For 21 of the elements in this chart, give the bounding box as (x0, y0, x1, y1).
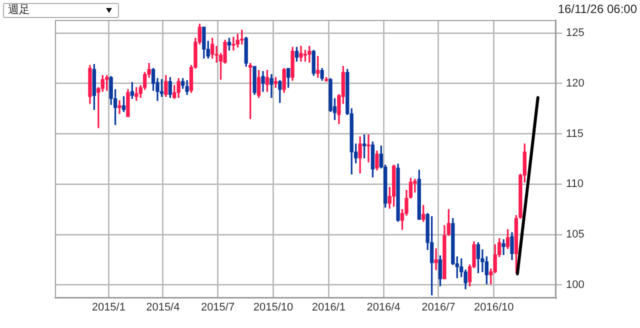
x-tick-label: 2015/7 (200, 302, 235, 314)
x-tick-label: 2015/1 (92, 302, 126, 314)
y-tick-label: 120 (566, 77, 584, 90)
y-tick-label: 105 (566, 228, 584, 241)
dropdown: 週足 (3, 3, 119, 18)
x-tick-label: 2016/1 (312, 302, 346, 314)
candlestick (434, 248, 438, 270)
candlestick (502, 239, 506, 256)
candlestick (118, 100, 122, 114)
y-tick-label: 115 (566, 128, 584, 140)
y-tick-label: 125 (566, 27, 584, 40)
x-tick-label: 2015/10 (253, 302, 294, 314)
x-tick-label: 2016/7 (422, 302, 456, 314)
candlestick (232, 36, 236, 51)
x-tick-label: 2016/4 (366, 302, 400, 314)
candlestick (366, 134, 370, 162)
x-tick-label: 2016/10 (474, 302, 514, 314)
y-tick-label: 110 (566, 178, 584, 190)
y-tick-label: 100 (566, 278, 584, 291)
x-tick-label: 2015/4 (146, 302, 180, 314)
text: 16/11/26 06:00 (558, 2, 637, 16)
